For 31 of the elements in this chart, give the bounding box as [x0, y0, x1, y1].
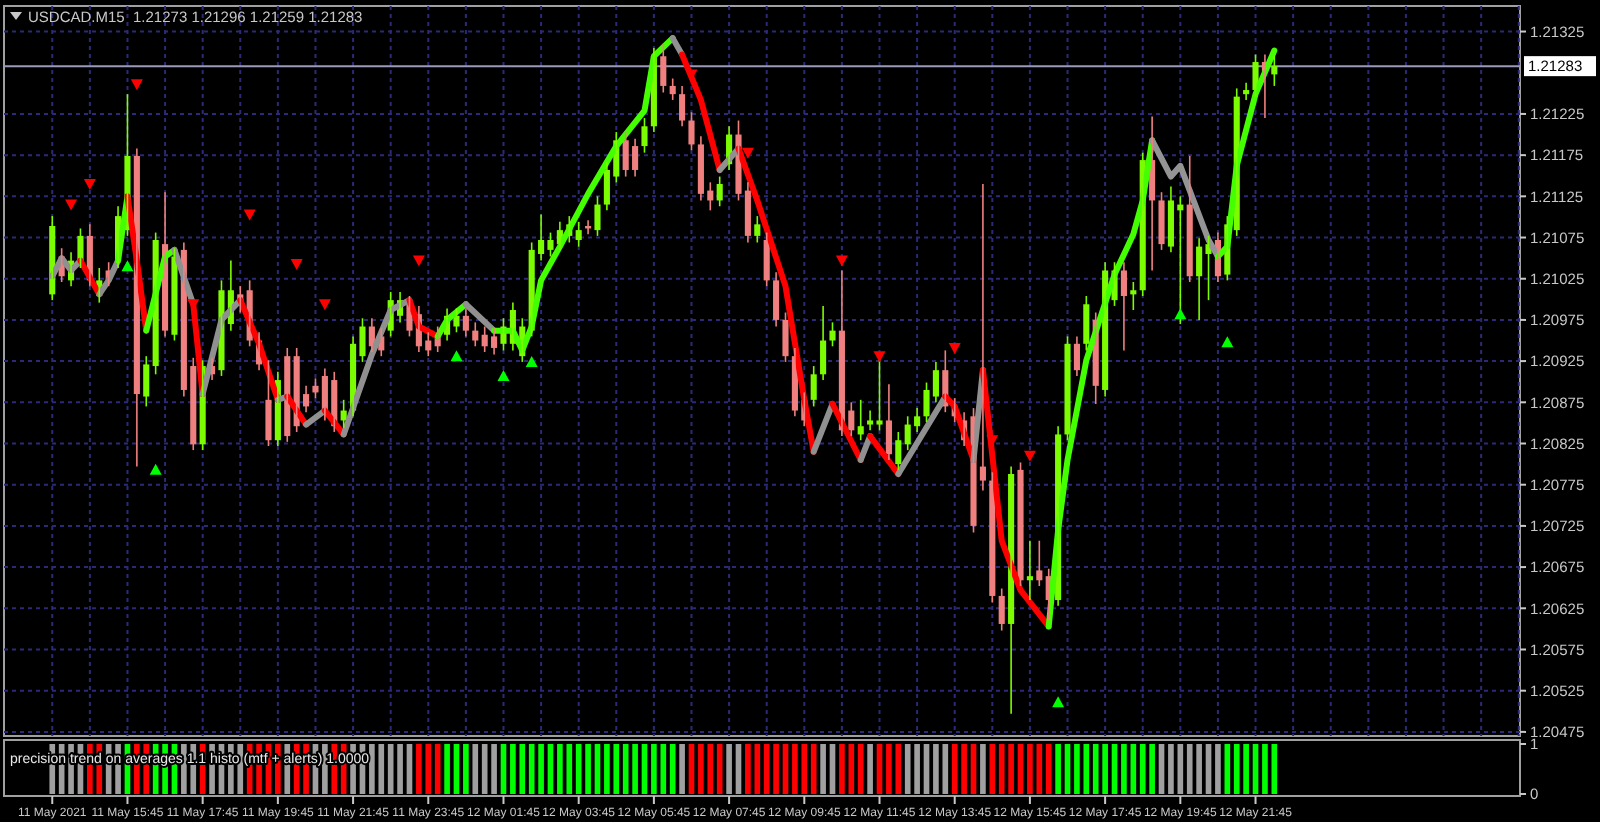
- point: [948, 342, 961, 354]
- candlestick: [1064, 335, 1071, 442]
- candlestick: [782, 311, 789, 363]
- candlestick: [688, 111, 695, 151]
- candlestick: [641, 117, 648, 154]
- candlestick: [265, 359, 272, 447]
- candlestick: [1158, 191, 1165, 251]
- point: [121, 260, 134, 272]
- point: [1023, 450, 1036, 462]
- point: [1052, 696, 1065, 708]
- point: [525, 355, 538, 367]
- candlestick: [829, 321, 836, 348]
- point: [1174, 308, 1187, 320]
- point: [65, 199, 78, 211]
- line-series: [979, 367, 1052, 630]
- point: [450, 350, 463, 362]
- point: [1221, 336, 1234, 348]
- point: [83, 178, 96, 190]
- candlestick: [594, 195, 601, 237]
- candlestick: [171, 247, 178, 342]
- point: [243, 209, 256, 221]
- point: [835, 255, 848, 267]
- point: [318, 299, 331, 311]
- point: [873, 351, 886, 363]
- point: [149, 463, 162, 475]
- point: [130, 79, 143, 91]
- point: [290, 258, 303, 270]
- point: [741, 147, 754, 159]
- point: [412, 255, 425, 267]
- point: [497, 369, 510, 381]
- candlestick: [1017, 461, 1024, 587]
